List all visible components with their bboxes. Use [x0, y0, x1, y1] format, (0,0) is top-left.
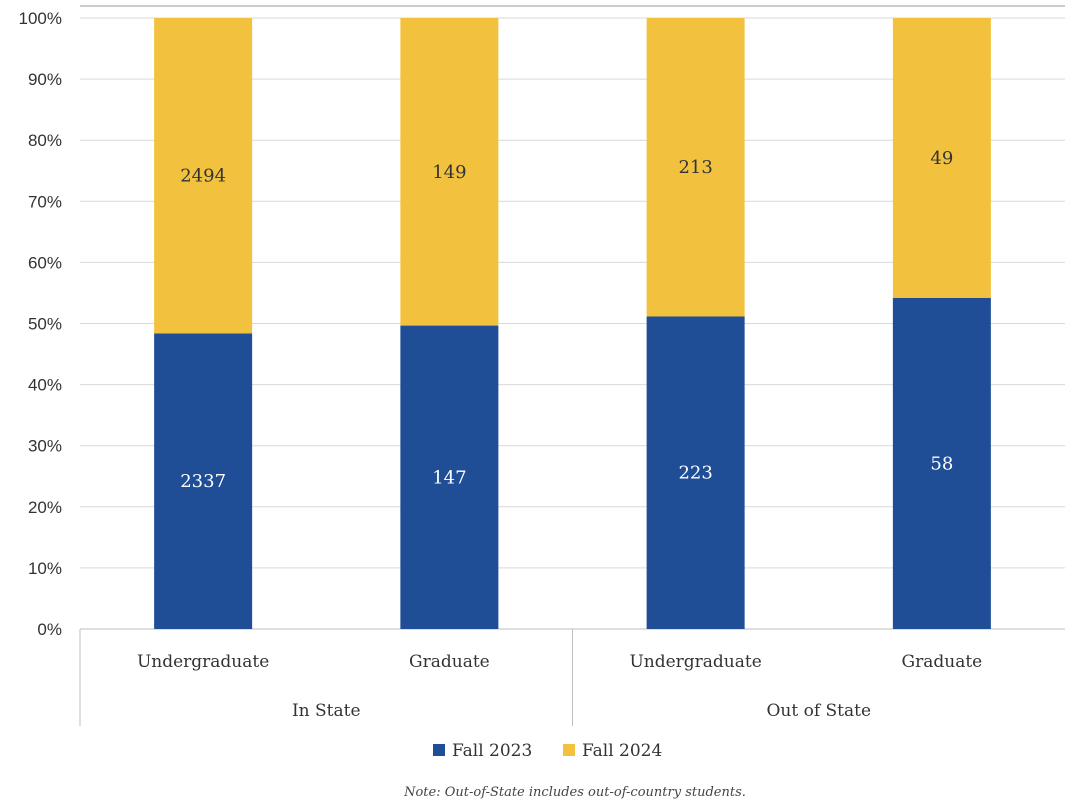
category-label: Undergraduate	[137, 652, 269, 672]
data-label: 223	[678, 463, 712, 484]
bar-segment	[400, 325, 499, 629]
y-tick-label: 100%	[19, 9, 62, 28]
y-tick-label: 40%	[28, 376, 62, 395]
bar-segment	[646, 316, 745, 629]
y-axis-ticks: 0% 10% 20% 30% 40% 50% 60% 70% 80% 90% 100%	[19, 9, 62, 639]
legend-label: Fall 2024	[582, 741, 662, 761]
y-tick-label: 90%	[28, 70, 62, 89]
category-label: Undergraduate	[629, 652, 761, 672]
category-label: Graduate	[902, 652, 983, 672]
data-label: 2337	[180, 471, 226, 492]
legend: Fall 2023 Fall 2024	[433, 741, 662, 761]
y-tick-label: 70%	[28, 192, 62, 211]
group-label: Out of State	[766, 701, 871, 721]
legend-label: Fall 2023	[452, 741, 532, 761]
category-label: Graduate	[409, 652, 490, 672]
legend-swatch	[433, 744, 445, 756]
y-tick-label: 0%	[37, 620, 62, 639]
bar-segment	[400, 18, 499, 326]
y-tick-label: 20%	[28, 498, 62, 517]
bar-segment	[646, 18, 745, 317]
y-tick-label: 80%	[28, 131, 62, 150]
x-axis: Undergraduate Graduate Undergraduate Gradua…	[79, 629, 983, 726]
bar-segment	[892, 18, 991, 298]
data-label: 149	[432, 162, 466, 183]
y-tick-label: 60%	[28, 253, 62, 272]
y-tick-label: 30%	[28, 437, 62, 456]
group-label: In State	[292, 701, 361, 721]
bar-segment	[154, 18, 253, 334]
bars: 2337 2494 147 149 223 213 58 49	[154, 18, 991, 629]
bar-segment	[892, 297, 991, 629]
data-label: 49	[930, 148, 953, 169]
data-label: 2494	[180, 166, 226, 187]
data-label: 213	[678, 157, 712, 178]
data-label: 147	[432, 467, 466, 488]
y-tick-label: 10%	[28, 559, 62, 578]
bar-segment	[154, 333, 253, 629]
y-tick-label: 50%	[28, 315, 62, 334]
legend-swatch	[563, 744, 575, 756]
footnote: Note: Out-of-State includes out-of-count…	[403, 785, 746, 800]
data-label: 58	[930, 453, 953, 474]
